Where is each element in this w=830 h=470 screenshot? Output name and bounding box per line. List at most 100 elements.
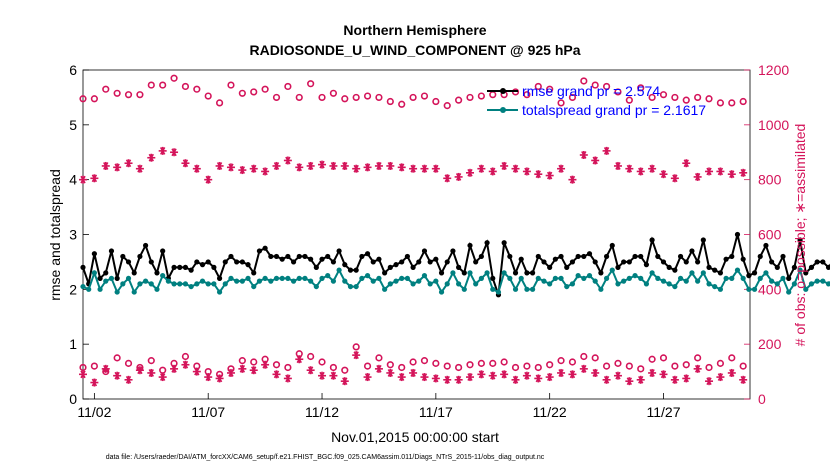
series-point-1: [598, 286, 604, 292]
series-point-1: [325, 273, 331, 279]
assimilated-obs-point: [522, 167, 531, 176]
series-point-0: [245, 262, 251, 268]
possible-obs-point: [318, 358, 326, 366]
series-point-1: [564, 283, 570, 290]
possible-obs-point: [170, 74, 178, 82]
series-point-0: [393, 262, 399, 268]
series-point-0: [723, 256, 729, 262]
series-point-1: [484, 270, 490, 276]
series-point-0: [649, 237, 655, 243]
series-1: [80, 267, 830, 295]
series-0: [80, 231, 830, 298]
series-point-1: [581, 275, 587, 281]
series-point-1: [803, 286, 809, 292]
assimilated-obs-point: [238, 166, 247, 175]
series-point-0: [575, 253, 581, 260]
possible-obs-point: [534, 82, 542, 91]
series-point-0: [290, 259, 297, 265]
series-point-0: [410, 264, 416, 270]
assimilated-obs-point: [454, 375, 463, 384]
possible-obs-point: [341, 95, 349, 103]
series-point-1: [649, 270, 655, 276]
possible-obs-point: [375, 354, 383, 362]
series-point-0: [712, 267, 718, 273]
assimilated-obs-point: [226, 368, 235, 377]
series-point-0: [364, 251, 371, 257]
series-point-1: [364, 273, 371, 279]
series-point-1: [529, 286, 536, 292]
possible-obs-point: [591, 354, 599, 362]
series-point-0: [228, 253, 234, 260]
series-point-0: [592, 259, 598, 265]
legend-rmse-marker: [500, 88, 506, 94]
series-point-1: [552, 275, 558, 281]
series-point-1: [490, 286, 496, 292]
series-point-0: [302, 253, 308, 260]
series-point-0: [91, 251, 97, 257]
chart-subtitle: RADIOSONDE_U_WIND_COMPONENT @ 925 hPa: [249, 42, 580, 58]
possible-obs-point: [694, 354, 702, 362]
assimilated-obs-point: [659, 370, 668, 379]
series-point-1: [125, 275, 132, 281]
possible-obs-point: [307, 80, 315, 88]
series-point-0: [535, 253, 541, 260]
series-point-0: [376, 256, 382, 262]
possible-obs-point: [386, 97, 394, 106]
series-line-0: [82, 234, 830, 296]
assimilated-obs-point: [113, 163, 122, 172]
assimilated-obs-point: [557, 368, 566, 377]
series-point-0: [621, 259, 627, 265]
possible-obs-point: [113, 89, 121, 97]
series-point-0: [501, 240, 507, 246]
assimilated-obs-point: [124, 159, 133, 168]
assimilated-obs-point: [648, 368, 657, 377]
assimilated-obs-point: [693, 364, 702, 373]
series-point-1: [199, 278, 206, 284]
data-file-footnote: data file: /Users/raeder/DAI/ATM_forcXX/…: [106, 454, 545, 461]
series-point-0: [416, 259, 422, 265]
series-point-0: [734, 231, 741, 238]
assimilated-obs-point: [352, 351, 361, 360]
series-point-1: [666, 281, 672, 287]
possible-obs-point: [580, 77, 588, 85]
y-right-tick-label: 0: [758, 391, 766, 407]
assimilated-obs-point: [295, 163, 304, 172]
assimilated-obs-point: [181, 360, 190, 369]
possible-obs-point: [534, 363, 542, 372]
assimilated-obs-point: [602, 146, 611, 155]
series-point-1: [177, 281, 183, 287]
series-point-1: [706, 281, 712, 287]
possible-obs-point: [318, 93, 326, 102]
series-point-0: [114, 275, 120, 281]
series-point-0: [524, 270, 530, 276]
series-point-1: [387, 281, 393, 287]
assimilated-obs-point: [579, 364, 588, 373]
series-point-1: [797, 267, 803, 273]
series-point-1: [547, 281, 553, 287]
series-point-1: [228, 275, 234, 281]
series-point-1: [342, 278, 348, 284]
series-point-1: [290, 278, 297, 284]
assimilated-obs-point: [249, 366, 258, 375]
assimilated-obs-point: [454, 172, 463, 181]
possible-obs-point: [272, 361, 281, 369]
series-point-0: [399, 259, 405, 265]
series-point-0: [285, 253, 291, 260]
assimilated-obs-point: [431, 164, 440, 173]
series-point-0: [188, 267, 194, 273]
series-point-1: [410, 281, 416, 287]
possible-obs-point: [238, 357, 246, 365]
assimilated-obs-point: [522, 371, 531, 380]
series-point-0: [427, 259, 433, 265]
assimilated-obs-point: [158, 146, 167, 155]
series-point-1: [296, 275, 302, 281]
series-point-0: [586, 251, 593, 257]
series-point-1: [603, 275, 610, 281]
possible-obs-point: [671, 93, 679, 102]
y-left-tick-label: 2: [69, 281, 77, 297]
series-point-1: [353, 283, 359, 290]
series-point-0: [632, 253, 638, 260]
possible-obs-point: [90, 95, 98, 103]
possible-obs-point: [272, 93, 281, 102]
possible-obs-point: [432, 359, 440, 367]
